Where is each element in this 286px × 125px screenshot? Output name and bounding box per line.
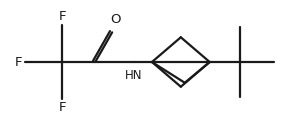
Text: F: F — [59, 101, 66, 114]
Text: HN: HN — [125, 69, 143, 82]
Text: F: F — [15, 56, 23, 68]
Text: O: O — [110, 13, 120, 26]
Text: F: F — [59, 10, 66, 24]
